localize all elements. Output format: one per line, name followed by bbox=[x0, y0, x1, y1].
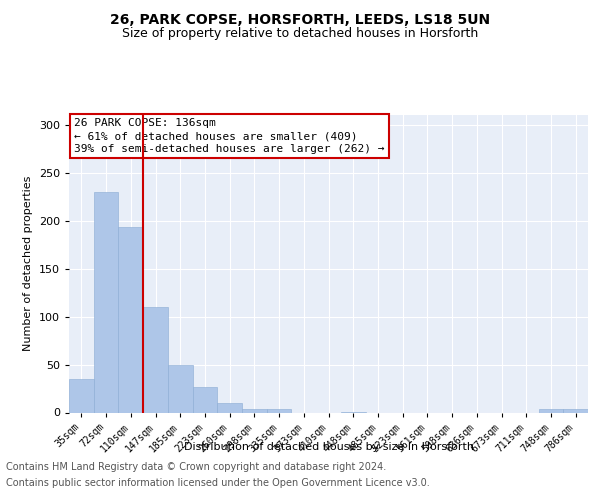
Bar bbox=[143, 307, 168, 412]
Bar bbox=[118, 228, 143, 412]
Bar bbox=[539, 408, 563, 412]
Text: Contains public sector information licensed under the Open Government Licence v3: Contains public sector information licen… bbox=[6, 478, 430, 488]
Text: 26 PARK COPSE: 136sqm
← 61% of detached houses are smaller (409)
39% of semi-det: 26 PARK COPSE: 136sqm ← 61% of detached … bbox=[74, 118, 385, 154]
Bar bbox=[193, 386, 217, 412]
Bar bbox=[563, 408, 588, 412]
Bar bbox=[94, 192, 118, 412]
Text: Distribution of detached houses by size in Horsforth: Distribution of detached houses by size … bbox=[184, 442, 474, 452]
Bar bbox=[267, 408, 292, 412]
Text: Size of property relative to detached houses in Horsforth: Size of property relative to detached ho… bbox=[122, 28, 478, 40]
Bar bbox=[69, 379, 94, 412]
Y-axis label: Number of detached properties: Number of detached properties bbox=[23, 176, 33, 352]
Bar bbox=[242, 408, 267, 412]
Bar bbox=[217, 403, 242, 412]
Bar bbox=[168, 364, 193, 412]
Text: 26, PARK COPSE, HORSFORTH, LEEDS, LS18 5UN: 26, PARK COPSE, HORSFORTH, LEEDS, LS18 5… bbox=[110, 12, 490, 26]
Text: Contains HM Land Registry data © Crown copyright and database right 2024.: Contains HM Land Registry data © Crown c… bbox=[6, 462, 386, 472]
